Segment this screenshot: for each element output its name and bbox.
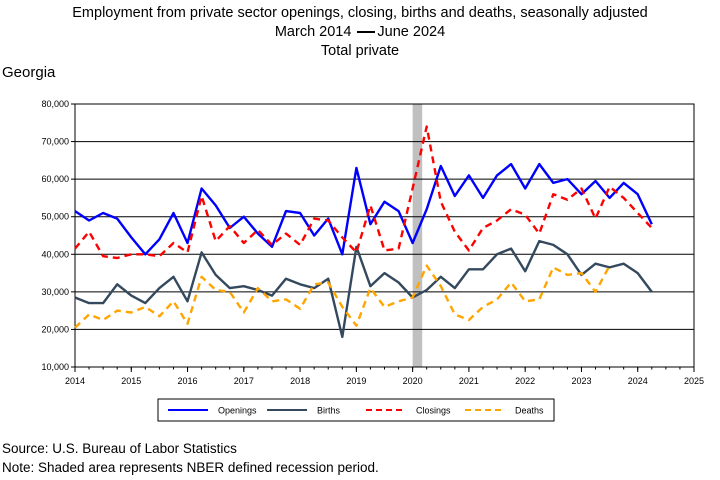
- x-tick-label: 2023: [571, 376, 591, 386]
- recession-note: Note: Shaded area represents NBER define…: [2, 460, 379, 475]
- chart-title-line-3: Total private: [320, 43, 400, 59]
- x-tick-label: 2016: [178, 376, 198, 386]
- series-line-openings: [74, 162, 653, 256]
- series-line-deaths: [74, 264, 611, 329]
- x-tick-label: 2021: [459, 376, 479, 386]
- x-tick-label: 2017: [234, 376, 254, 386]
- legend-label-closings: Closings: [416, 406, 451, 416]
- chart-title-line-1: Employment from private sector openings,…: [72, 5, 648, 21]
- plot-frame: [74, 103, 695, 368]
- y-tick-label: 80,000: [41, 99, 69, 109]
- state-label: Georgia: [2, 64, 56, 81]
- x-tick-label: 2020: [403, 376, 423, 386]
- x-tick-label: 2018: [290, 376, 310, 386]
- y-tick-label: 70,000: [41, 137, 69, 147]
- y-tick-label: 10,000: [41, 362, 69, 372]
- legend-label-births: Births: [317, 406, 341, 416]
- y-tick-label: 50,000: [41, 212, 69, 222]
- x-tick-label: 2022: [515, 376, 535, 386]
- x-tick-label: 2015: [121, 376, 141, 386]
- legend-label-deaths: Deaths: [515, 406, 544, 416]
- title-date-end: June 2024: [377, 24, 446, 40]
- x-tick-label: 2019: [346, 376, 366, 386]
- source-note: Source: U.S. Bureau of Labor Statistics: [2, 441, 237, 456]
- legend-box: [157, 398, 555, 422]
- series-line-births: [74, 239, 653, 339]
- legend-label-openings: Openings: [218, 406, 257, 416]
- title-date-start: March 2014: [274, 24, 352, 40]
- y-tick-label: 20,000: [41, 324, 69, 334]
- y-tick-label: 60,000: [41, 174, 69, 184]
- x-tick-label: 2025: [684, 376, 704, 386]
- y-tick-label: 40,000: [41, 249, 69, 259]
- recession-band: [412, 104, 423, 367]
- x-tick-label: 2014: [65, 376, 85, 386]
- series-line-closings: [74, 125, 653, 260]
- y-tick-label: 30,000: [41, 287, 69, 297]
- dash-icon: [357, 31, 376, 34]
- x-tick-label: 2024: [628, 376, 648, 386]
- chart-title-line-2: March 2014 June 2024: [0, 23, 720, 41]
